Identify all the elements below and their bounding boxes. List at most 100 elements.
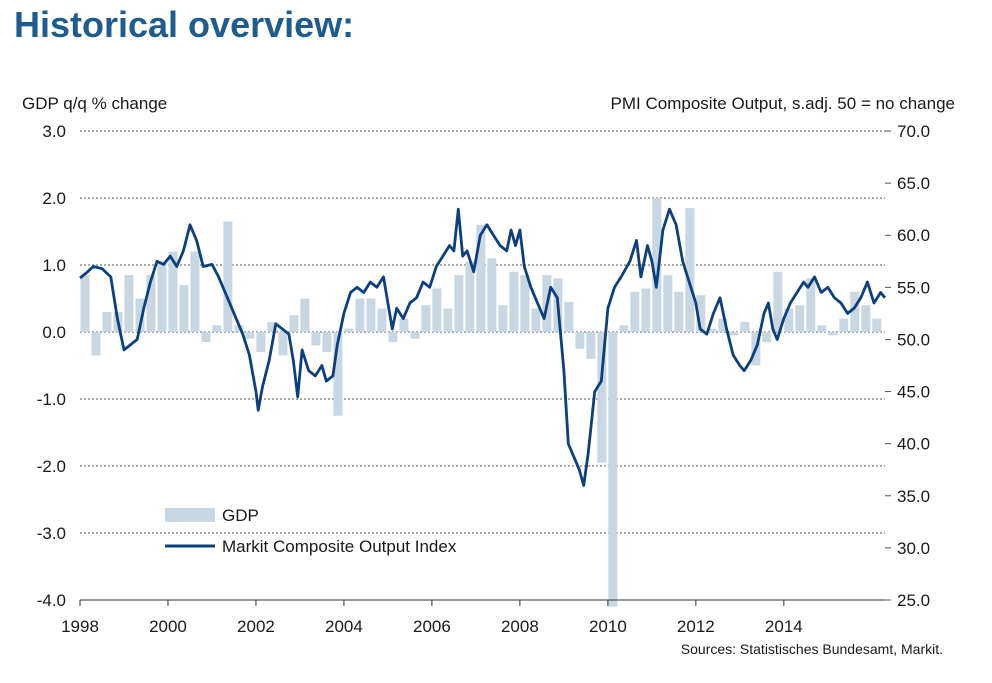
gdp-bar: [476, 224, 486, 332]
gdp-bar: [597, 332, 607, 463]
gdp-bar: [432, 288, 442, 332]
right-tick-label: 40.0: [897, 435, 930, 454]
gdp-bar: [784, 308, 794, 332]
gdp-bar: [619, 325, 629, 332]
right-tick-label: 25.0: [897, 591, 930, 610]
gdp-bar: [685, 208, 695, 332]
right-tick-label: 35.0: [897, 487, 930, 506]
left-tick-label: 1.0: [42, 256, 66, 275]
gdp-bar: [740, 321, 750, 332]
gdp-bar: [223, 221, 233, 332]
gdp-bar: [443, 308, 453, 332]
right-tick-label: 55.0: [897, 278, 930, 297]
right-tick-label: 30.0: [897, 539, 930, 558]
x-tick-label: 2004: [325, 617, 363, 636]
gdp-bar: [322, 332, 332, 353]
grid-lines: [80, 130, 885, 601]
gdp-bar: [465, 261, 475, 332]
gdp-bar: [179, 285, 189, 332]
x-tick-label: 2014: [765, 617, 803, 636]
x-tick-label: 2006: [413, 617, 451, 636]
right-tick-label: 60.0: [897, 226, 930, 245]
gdp-bar: [531, 308, 541, 332]
gdp-bar: [718, 318, 728, 332]
gdp-bar: [344, 328, 354, 332]
x-tick-label: 1998: [61, 617, 99, 636]
gdp-bar: [333, 332, 343, 416]
gdp-bar: [135, 298, 145, 332]
page-title: Historical overview:: [14, 4, 355, 45]
gdp-bar: [773, 271, 783, 332]
source-note: Sources: Statistisches Bundesamt, Markit…: [681, 641, 943, 657]
legend: GDP Markit Composite Output Index: [165, 506, 457, 556]
gdp-bar: [850, 291, 860, 332]
left-tick-label: -1.0: [37, 390, 66, 409]
gdp-bar: [366, 298, 376, 332]
gdp-bar: [245, 332, 255, 339]
gdp-bar: [872, 318, 882, 332]
gdp-bar: [817, 325, 827, 332]
gdp-bar: [509, 271, 519, 332]
gdp-bar: [168, 251, 178, 332]
gdp-bar: [124, 275, 134, 332]
gdp-bar: [663, 275, 673, 332]
gdp-bar: [190, 251, 200, 332]
gdp-bar: [91, 332, 101, 356]
gdp-bar: [762, 332, 772, 343]
gdp-bar: [201, 332, 211, 343]
gdp-bar: [674, 291, 684, 332]
right-tick-label: 50.0: [897, 330, 930, 349]
gdp-bar: [157, 261, 167, 332]
legend-gdp-label: GDP: [222, 506, 259, 525]
gdp-bar: [212, 325, 222, 332]
gdp-bar: [410, 332, 420, 339]
gdp-bar: [520, 275, 530, 332]
gdp-bar: [300, 298, 310, 332]
right-tick-label: 45.0: [897, 383, 930, 402]
gdp-bar: [696, 295, 706, 332]
gdp-bar: [630, 291, 640, 332]
gdp-bar: [355, 298, 365, 332]
gdp-bar: [795, 305, 805, 332]
gdp-bar: [608, 332, 618, 607]
pmi-line-layer: [79, 207, 887, 487]
gdp-bar: [388, 332, 398, 343]
left-tick-label: 2.0: [42, 189, 66, 208]
gdp-bar: [828, 332, 838, 336]
left-tick-label: 0.0: [42, 323, 66, 342]
gdp-bar: [707, 328, 717, 332]
gdp-bar: [289, 315, 299, 332]
left-tick-label: -2.0: [37, 457, 66, 476]
gdp-bar: [498, 305, 508, 332]
legend-pmi-label: Markit Composite Output Index: [222, 537, 457, 556]
x-tick-label: 2000: [149, 617, 187, 636]
gdp-bar: [806, 278, 816, 332]
gdp-bar: [377, 308, 387, 332]
right-tick-label: 65.0: [897, 174, 930, 193]
gdp-bar: [729, 332, 739, 336]
gdp-bar: [652, 198, 662, 332]
right-axis-label: PMI Composite Output, s.adj. 50 = no cha…: [611, 94, 955, 113]
gdp-bar: [861, 305, 871, 332]
left-tick-label: -3.0: [37, 524, 66, 543]
gdp-bar: [399, 318, 409, 332]
left-axis-label: GDP q/q % change: [22, 94, 167, 113]
gdp-bar: [146, 275, 156, 332]
pmi-line: [79, 207, 887, 487]
gdp-bar: [102, 311, 112, 332]
gdp-bar: [80, 275, 90, 332]
legend-gdp-swatch: [165, 508, 215, 522]
gdp-bar: [487, 258, 497, 332]
x-tick-label: 2002: [237, 617, 275, 636]
gdp-bar: [641, 288, 651, 332]
gdp-bar: [256, 332, 266, 353]
left-tick-label: -4.0: [37, 591, 66, 610]
left-tick-label: 3.0: [42, 122, 66, 141]
gdp-bar: [234, 325, 244, 332]
gdp-bar: [311, 332, 321, 346]
axes: 3.0 2.0 1.0 0.0 -1.0 -2.0 -3.0 -4.0 70.0 65.0 60.0…: [37, 122, 930, 636]
gdp-bar: [839, 318, 849, 332]
gdp-bar: [421, 305, 431, 332]
gdp-bar: [575, 332, 585, 349]
